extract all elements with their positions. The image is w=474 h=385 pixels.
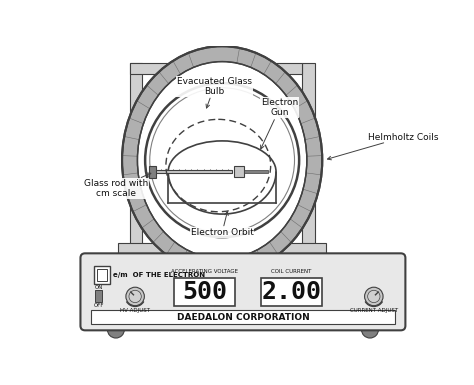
Ellipse shape xyxy=(145,83,299,237)
Bar xyxy=(153,168,155,176)
Text: COIL CURRENT: COIL CURRENT xyxy=(271,270,311,274)
Bar xyxy=(118,243,326,254)
Bar xyxy=(130,63,302,74)
Bar xyxy=(173,278,235,306)
Bar xyxy=(130,63,142,254)
Text: CURRENT ADJUST: CURRENT ADJUST xyxy=(350,308,398,313)
Bar xyxy=(155,170,232,173)
Text: e/m  OF THE ELECTRON: e/m OF THE ELECTRON xyxy=(113,272,205,278)
Text: Glass rod with
cm scale: Glass rod with cm scale xyxy=(84,173,151,198)
Bar xyxy=(94,266,109,284)
Text: ACCELERATING VOLTAGE: ACCELERATING VOLTAGE xyxy=(171,270,238,274)
Text: 2.00: 2.00 xyxy=(262,280,321,304)
Bar xyxy=(261,278,322,306)
Text: ON: ON xyxy=(95,285,103,290)
Text: OFF: OFF xyxy=(94,303,104,308)
Ellipse shape xyxy=(122,46,322,274)
Bar xyxy=(234,166,245,177)
Bar xyxy=(95,290,102,302)
Text: Electron
Gun: Electron Gun xyxy=(261,98,299,149)
Bar xyxy=(91,310,395,324)
Text: Helmholtz Coils: Helmholtz Coils xyxy=(328,132,439,160)
Bar xyxy=(245,170,267,173)
Bar xyxy=(97,269,108,281)
Circle shape xyxy=(129,290,141,303)
Text: DAEDALON CORPORATION: DAEDALON CORPORATION xyxy=(176,313,310,322)
Circle shape xyxy=(368,290,380,303)
Circle shape xyxy=(365,287,383,306)
Circle shape xyxy=(362,321,378,338)
Text: Evacuated Glass
Bulb: Evacuated Glass Bulb xyxy=(177,77,252,108)
Ellipse shape xyxy=(137,62,307,259)
Bar xyxy=(149,166,156,178)
Text: HV ADJUST: HV ADJUST xyxy=(120,308,150,313)
Bar xyxy=(302,63,315,254)
Circle shape xyxy=(126,287,145,306)
FancyBboxPatch shape xyxy=(81,253,405,330)
Circle shape xyxy=(108,321,124,338)
Text: Electron Orbit: Electron Orbit xyxy=(191,212,254,237)
Text: 500: 500 xyxy=(182,280,227,304)
